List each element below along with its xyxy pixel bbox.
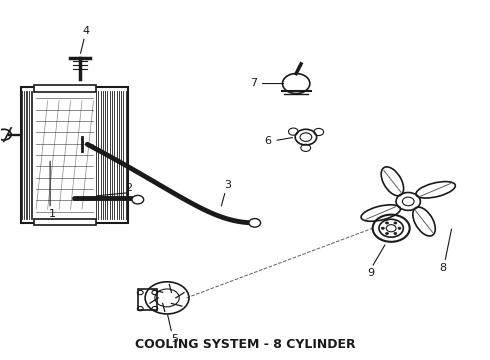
Bar (21, 87, 128, 223)
Text: 8: 8 (440, 262, 447, 273)
Text: 6: 6 (265, 136, 271, 147)
Circle shape (381, 227, 384, 229)
Circle shape (394, 233, 397, 235)
Circle shape (386, 233, 389, 235)
Text: 7: 7 (250, 78, 257, 88)
Text: 3: 3 (224, 180, 231, 190)
Bar (34, 219, 96, 225)
Circle shape (132, 195, 144, 204)
Circle shape (398, 227, 401, 229)
Text: COOLING SYSTEM - 8 CYLINDER: COOLING SYSTEM - 8 CYLINDER (135, 338, 355, 351)
Circle shape (394, 222, 397, 224)
Bar (34, 85, 96, 93)
Text: 1: 1 (49, 209, 56, 219)
Circle shape (386, 225, 396, 232)
Circle shape (386, 222, 389, 224)
Text: 4: 4 (82, 26, 89, 36)
Text: 5: 5 (171, 334, 178, 344)
Text: 2: 2 (125, 183, 133, 193)
Bar (138, 289, 157, 310)
Circle shape (249, 219, 261, 227)
Text: 9: 9 (367, 267, 374, 278)
